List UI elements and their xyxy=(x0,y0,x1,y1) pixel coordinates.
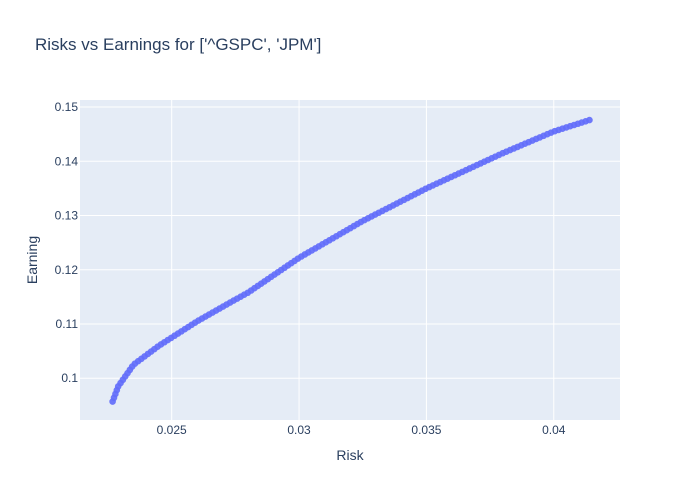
y-tick-label: 0.12 xyxy=(55,263,79,277)
x-tick-label: 0.025 xyxy=(157,423,187,437)
x-axis-title: Risk xyxy=(336,447,364,463)
grid-lines xyxy=(80,100,620,420)
y-tick-label: 0.14 xyxy=(55,154,79,168)
x-tick-label: 0.03 xyxy=(287,423,311,437)
x-tick-label: 0.04 xyxy=(542,423,566,437)
x-tick-label: 0.035 xyxy=(411,423,441,437)
data-point[interactable] xyxy=(586,116,593,124)
y-tick-label: 0.1 xyxy=(61,371,78,385)
chart-title: Risks vs Earnings for ['^GSPC', 'JPM'] xyxy=(35,35,321,54)
y-axis-ticks: 0.1 0.11 0.12 0.13 0.14 0.15 xyxy=(55,100,79,385)
y-tick-label: 0.11 xyxy=(56,317,79,331)
y-tick-label: 0.15 xyxy=(55,100,79,114)
plot-area[interactable] xyxy=(80,100,620,420)
x-axis-ticks: 0.025 0.03 0.035 0.04 xyxy=(157,423,566,437)
y-axis-title: Earning xyxy=(24,236,40,284)
y-tick-label: 0.13 xyxy=(55,209,79,223)
data-points xyxy=(109,116,593,405)
